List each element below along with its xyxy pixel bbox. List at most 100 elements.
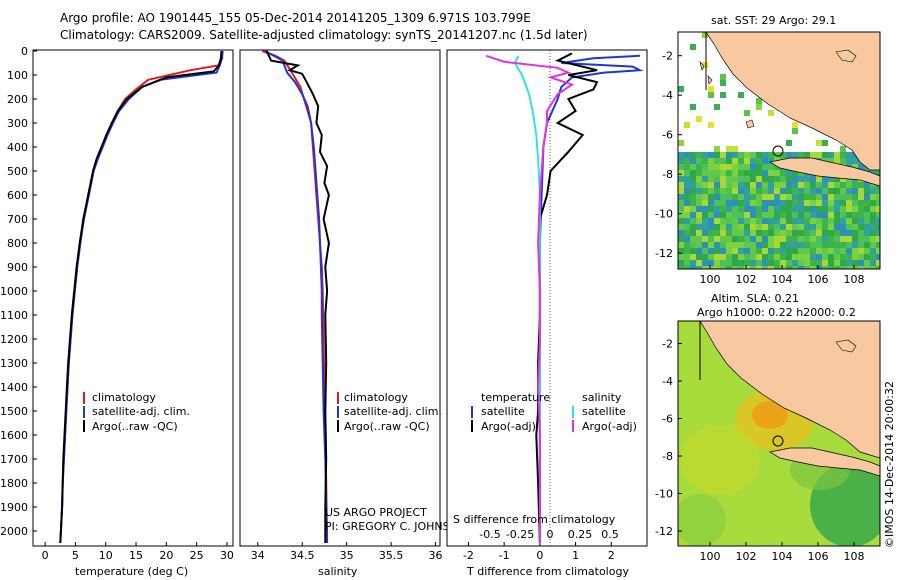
- sst-grid-cell: [780, 200, 786, 206]
- map-x-tick-label: 102: [736, 550, 757, 563]
- sst-grid-cell: [792, 254, 798, 260]
- sst-grid-cell: [744, 266, 750, 269]
- sst-grid-cell: [726, 236, 732, 242]
- sst-grid-cell: [852, 212, 858, 218]
- sst-grid-cell: [822, 230, 828, 236]
- sst-grid-cell: [792, 152, 798, 158]
- sst-grid-cell: [780, 260, 786, 266]
- sst-grid-cell: [714, 254, 720, 260]
- sst-grid-cell: [696, 200, 702, 206]
- sst-grid-cell: [702, 158, 708, 164]
- sst-grid-cell: [762, 158, 768, 164]
- sst-grid-cell: [834, 188, 840, 194]
- sst-grid-cell: [810, 194, 816, 200]
- sst-grid-cell: [864, 200, 870, 206]
- sst-grid-cell: [792, 212, 798, 218]
- sst-grid-cell: [708, 254, 714, 260]
- sst-grid-cell: [852, 200, 858, 206]
- sst-grid-cell: [756, 152, 762, 158]
- sst-grid-cell: [852, 236, 858, 242]
- sst-grid-cell: [714, 176, 720, 182]
- sst-grid-cell: [846, 200, 852, 206]
- sst-grid-cell: [720, 170, 726, 176]
- sst-grid-cell: [756, 212, 762, 218]
- sst-grid-cell: [804, 260, 810, 266]
- sst-grid-cell: [690, 170, 696, 176]
- sst-grid-cell: [756, 242, 762, 248]
- sst-grid-cell: [768, 260, 774, 266]
- sst-grid-cell: [714, 248, 720, 254]
- sst-grid-cell: [816, 242, 822, 248]
- depth-tick-label: 1500: [0, 405, 28, 418]
- sst-grid-cell: [684, 254, 690, 260]
- sst-grid-cell: [720, 182, 726, 188]
- sst-grid-cell: [768, 176, 774, 182]
- sst-grid-cell: [828, 206, 834, 212]
- x-tick-label: 35.5: [379, 549, 404, 562]
- legend-s-argo: Argo(-adj): [582, 420, 637, 433]
- sst-grid-cell: [780, 182, 786, 188]
- sst-grid-cell: [720, 266, 726, 269]
- sumatra-landmass: [678, 321, 880, 459]
- x-tick-label: 34: [251, 549, 265, 562]
- map-x-tick-label: 100: [700, 550, 721, 563]
- sst-grid-cell: [744, 164, 750, 170]
- sst-grid-cell: [876, 170, 880, 176]
- sst-grid-cell: [846, 260, 852, 266]
- sst-grid-cell: [780, 248, 786, 254]
- sst-grid-cell: [786, 182, 792, 188]
- sst-grid-cell: [834, 254, 840, 260]
- legend-s-satellite: satellite: [582, 405, 626, 418]
- sst-grid-cell: [852, 254, 858, 260]
- sst-grid-cell: [696, 260, 702, 266]
- sst-grid-cell: [726, 224, 732, 230]
- sst-grid-cell: [708, 158, 714, 164]
- sst-grid-cell: [732, 242, 738, 248]
- sst-grid-cell: [834, 242, 840, 248]
- x-tick-label: 36: [429, 549, 443, 562]
- sst-grid-cell: [738, 206, 744, 212]
- salinity-xlabel: salinity: [318, 565, 358, 578]
- sst-grid-cell: [750, 152, 756, 158]
- sst-grid-cell: [774, 152, 780, 158]
- sst-grid-cell: [786, 140, 792, 146]
- sst-grid-cell: [678, 236, 684, 242]
- sst-grid-cell: [828, 188, 834, 194]
- sst-grid-cell: [858, 248, 864, 254]
- sst-grid-cell: [678, 158, 684, 164]
- sst-grid-cell: [774, 254, 780, 260]
- map-x-tick-label: 108: [844, 273, 865, 286]
- sst-grid-cell: [678, 188, 684, 194]
- sst-grid-cell: [876, 194, 880, 200]
- sst-grid-cell: [846, 248, 852, 254]
- sst-grid-cell: [858, 236, 864, 242]
- sst-grid-cell: [840, 242, 846, 248]
- sst-grid-cell: [690, 224, 696, 230]
- sst-grid-cell: [774, 170, 780, 176]
- sla-argo-location-marker: [772, 435, 784, 447]
- sst-grid-cell: [804, 176, 810, 182]
- depth-tick-label: 900: [7, 261, 28, 274]
- sst-grid-cell: [822, 194, 828, 200]
- sst-grid-cell: [762, 266, 768, 269]
- s-tick-label: -0.25: [506, 528, 534, 541]
- sst-grid-cell: [738, 212, 744, 218]
- sst-grid-cell: [720, 224, 726, 230]
- sst-grid-cell: [726, 218, 732, 224]
- sst-map-title: sat. SST: 29 Argo: 29.1: [711, 14, 836, 27]
- depth-tick-label: 700: [7, 213, 28, 226]
- sst-grid-cell: [786, 248, 792, 254]
- sst-grid-cell: [822, 218, 828, 224]
- map-x-tick-label: 106: [808, 273, 829, 286]
- map-y-tick-label: -12: [655, 247, 673, 260]
- sst-grid-cell: [678, 176, 684, 182]
- x-tick-label: 15: [129, 549, 143, 562]
- sst-grid-cell: [762, 230, 768, 236]
- sst-grid-cell: [732, 188, 738, 194]
- sst-grid-cell: [690, 236, 696, 242]
- sst-grid-cell: [738, 182, 744, 188]
- sst-grid-cell: [714, 206, 720, 212]
- sst-grid-cell: [762, 188, 768, 194]
- sst-grid-cell: [768, 242, 774, 248]
